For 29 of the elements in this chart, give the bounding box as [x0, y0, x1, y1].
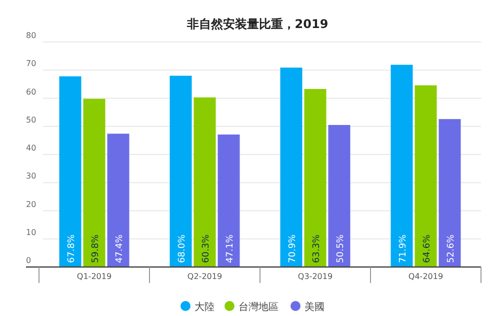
data-label: 67.8%	[66, 234, 77, 263]
y-tick-label: 70	[26, 59, 36, 68]
data-label: 50.5%	[336, 234, 346, 263]
data-label: 71.9%	[398, 234, 408, 263]
data-label: 60.3%	[201, 234, 212, 263]
x-tick-label: Q4-2019	[408, 272, 444, 281]
legend-label: 美國	[304, 301, 324, 313]
y-tick-label: 20	[26, 200, 36, 209]
data-label: 68.0%	[177, 234, 188, 263]
y-tick-label: 10	[26, 228, 36, 237]
data-label: 70.9%	[288, 234, 298, 263]
data-label: 64.6%	[422, 234, 432, 263]
x-tick-label: Q1-2019	[76, 272, 112, 281]
y-tick-label: 30	[26, 172, 36, 181]
legend-label: 台灣地區	[238, 301, 278, 313]
legend-label: 大陸	[194, 301, 214, 313]
y-tick-label: 50	[26, 115, 36, 124]
y-tick-label: 80	[26, 31, 36, 40]
data-label: 63.3%	[312, 234, 322, 263]
y-tick-label: 60	[26, 87, 36, 96]
data-label: 59.8%	[90, 234, 101, 263]
x-tick-label: Q2-2019	[187, 272, 222, 281]
chart-title: 非自然安装量比重，2019	[186, 17, 328, 31]
y-tick-label: 40	[26, 144, 36, 152]
data-label: 52.6%	[446, 234, 456, 263]
data-label: 47.4%	[114, 234, 125, 263]
y-tick-label: 0	[26, 256, 32, 265]
x-tick-label: Q3-2019	[298, 272, 333, 281]
data-label: 47.1%	[225, 234, 236, 263]
